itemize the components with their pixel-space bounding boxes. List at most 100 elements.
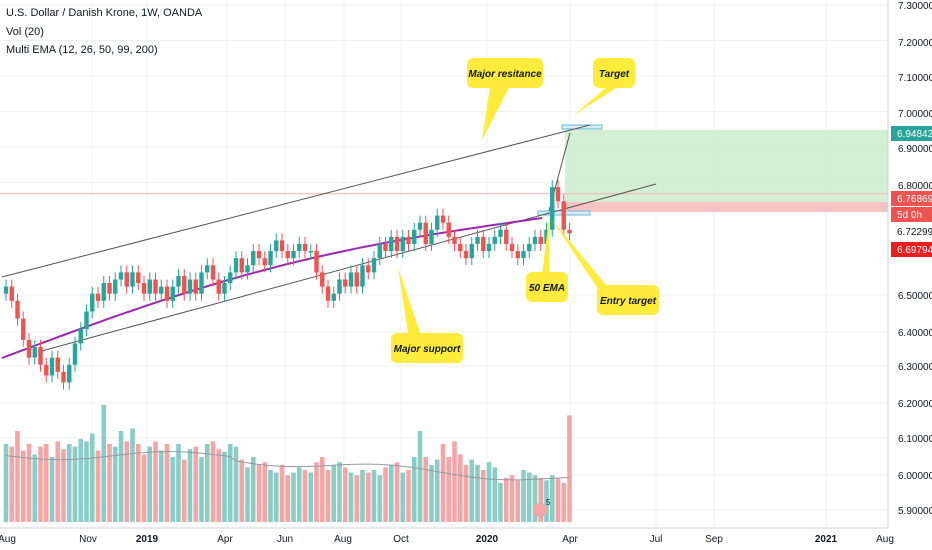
volume-bar <box>480 470 486 522</box>
price-axis-bg <box>888 0 932 528</box>
volume-bar <box>325 470 331 522</box>
candle-body <box>268 251 273 266</box>
note-target-box <box>593 58 635 88</box>
volume-bar <box>199 457 204 522</box>
time-label: Apr <box>217 534 233 545</box>
candle-body <box>314 251 319 273</box>
price-badge-label: 6.69794 <box>897 245 932 256</box>
price-axis[interactable]: 7.30000 7.20000 7.10000 7.00000 6.90000 6.800… <box>887 0 932 528</box>
volume-bar <box>331 464 337 522</box>
volume-bar <box>181 459 187 522</box>
candle-body <box>538 236 543 244</box>
candle-body <box>383 243 388 252</box>
volume-bar <box>61 449 66 522</box>
volume-bar <box>492 467 498 522</box>
volume-bar <box>279 464 285 522</box>
candle-body <box>78 329 83 344</box>
candle-body <box>164 286 170 301</box>
candle-body <box>389 236 394 252</box>
volume-bar <box>544 480 549 522</box>
volume-bar <box>135 444 141 522</box>
candle-body <box>285 251 290 259</box>
candle-body <box>429 229 434 244</box>
volume-bar <box>95 450 101 522</box>
candle-body <box>343 279 348 287</box>
candle-body <box>262 258 267 266</box>
time-label: Aug <box>876 534 894 545</box>
volume-bar <box>3 444 9 522</box>
candle-body <box>170 286 175 301</box>
note-support-label: Major support <box>394 344 461 355</box>
volume-bar <box>233 446 239 522</box>
candle-body <box>32 347 37 358</box>
candle-body <box>107 283 112 294</box>
annotations[interactable]: Major resitance Target 50 EMA Entry target M… <box>391 58 659 517</box>
note-target-pointer <box>574 88 617 115</box>
candle-body <box>101 283 106 301</box>
volume-bar <box>176 444 181 522</box>
note-support-box <box>391 333 463 363</box>
candle-body <box>417 222 423 230</box>
candle-body <box>423 222 428 244</box>
candle-body <box>199 272 204 294</box>
candle-body <box>435 215 440 230</box>
legend-symbol[interactable]: U.S. Dollar / Danish Krone, 1W, OANDA <box>6 7 203 19</box>
legend-volume[interactable]: Vol (20) <box>6 26 44 38</box>
volume-bar <box>429 464 434 522</box>
candle-body <box>245 265 250 273</box>
candle-body <box>38 347 43 365</box>
price-badge <box>891 242 932 257</box>
price-tick: 6.90000 <box>898 144 932 155</box>
volume-bar <box>285 475 291 522</box>
time-label: Apr <box>562 534 578 545</box>
price-tick: 6.10000 <box>898 434 932 445</box>
target-zone <box>565 129 888 203</box>
volume-bar <box>84 441 89 522</box>
candle-body <box>147 279 152 294</box>
candle-body <box>113 279 118 294</box>
volume-bar <box>469 459 475 522</box>
candle-body <box>251 251 256 266</box>
volume-bar <box>78 438 84 522</box>
candle-body <box>440 215 446 223</box>
candle-body <box>182 275 187 294</box>
volume-bars <box>3 405 572 522</box>
candle-body <box>297 243 302 252</box>
candle-body <box>216 279 221 294</box>
candle-body <box>354 272 359 287</box>
time-axis-bg <box>0 528 932 550</box>
candle-body <box>176 275 181 287</box>
candle-body <box>21 318 26 340</box>
price-badge <box>891 191 932 206</box>
volume-bar <box>503 477 509 522</box>
candle-body <box>124 272 129 287</box>
volume-bar <box>296 467 302 522</box>
volume-bar <box>440 444 446 522</box>
time-axis[interactable]: Aug Nov 2019 Apr Jun Aug Oct 2020 Apr Jul Sep 2021 A… <box>0 527 932 550</box>
time-label: 2019 <box>136 534 159 545</box>
candle-body <box>337 279 342 294</box>
volume-bar <box>153 441 158 522</box>
candle-body <box>130 272 135 287</box>
note-ema50-label: 50 EMA <box>529 283 565 294</box>
position-zones[interactable] <box>0 124 888 216</box>
candle-body <box>320 272 325 287</box>
volume-bar <box>268 470 273 522</box>
volume-bar <box>158 450 164 522</box>
candle-body <box>360 265 365 287</box>
price-channel[interactable] <box>1 124 657 353</box>
candle-body <box>486 243 492 252</box>
volume-bar <box>193 446 199 522</box>
candle-body <box>550 187 555 230</box>
volume-bar <box>112 446 118 522</box>
price-badge-label: 6.76869 <box>897 194 932 205</box>
volume-bar <box>262 462 268 522</box>
time-label: Nov <box>79 534 97 545</box>
volume-bar <box>170 457 176 522</box>
legend-ema[interactable]: Multi EMA (12, 26, 50, 99, 200) <box>6 44 158 56</box>
event-flag-icon <box>533 503 547 517</box>
candle-body <box>55 357 60 372</box>
volume-bar <box>521 470 526 522</box>
volume-bar <box>256 464 262 522</box>
